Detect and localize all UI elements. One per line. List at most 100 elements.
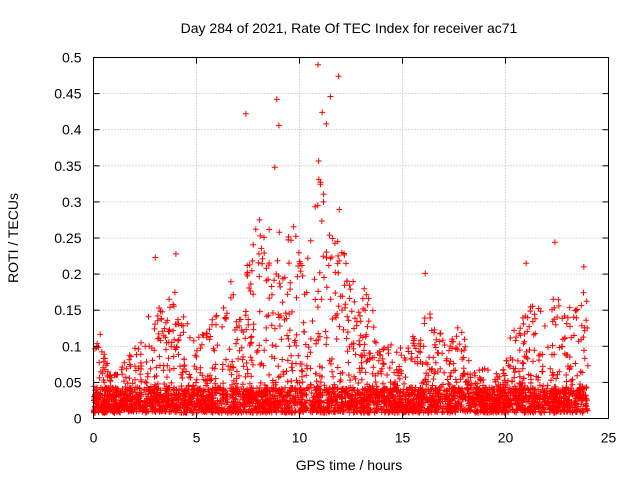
data-point [181,363,188,370]
data-point [252,226,259,233]
data-point [416,391,423,398]
data-point [323,249,330,256]
data-point [341,282,348,289]
data-point [563,320,570,327]
data-point [439,337,446,344]
data-point [211,389,218,396]
data-point [244,262,251,269]
data-point [248,339,255,346]
data-point [548,377,554,384]
data-point [346,295,353,302]
data-point [380,394,387,401]
data-point [258,245,265,252]
data-point [351,298,358,305]
data-point [419,392,426,399]
data-point [234,336,241,343]
data-point [342,394,349,401]
data-point [144,370,151,377]
data-point [581,347,587,354]
data-point [311,276,318,283]
data-point [365,407,372,414]
data-point [357,369,364,376]
data-point [361,285,368,292]
data-point [387,385,394,392]
data-point [553,388,560,394]
data-point [396,375,403,382]
data-point [520,375,527,382]
data-point [363,291,370,298]
data-point [279,275,286,282]
data-point [219,323,226,330]
data-point [240,407,247,413]
data-point [166,326,173,333]
data-point [330,373,337,380]
y-tick-label: 0.15 [54,302,81,318]
data-point [454,324,461,331]
data-point [248,390,255,397]
data-point [353,405,359,412]
data-point [279,299,286,306]
data-point [476,385,483,392]
data-point [135,365,142,372]
data-point [399,399,406,406]
data-point [561,335,568,342]
data-point [241,404,248,411]
data-point [263,409,269,416]
data-point [143,359,150,365]
data-point [233,340,240,347]
data-point [479,366,486,373]
data-point [271,325,278,332]
data-point [511,369,518,376]
data-point [530,358,536,365]
data-point [195,396,202,403]
data-point [580,263,587,270]
data-point [465,400,472,407]
data-point [423,359,430,366]
data-point [248,333,255,340]
data-point [329,368,336,375]
data-point [391,369,398,376]
data-point [265,312,272,319]
data-point [257,379,264,386]
data-point [227,278,234,285]
data-point [228,371,235,378]
data-point [245,321,252,328]
data-point [249,257,256,264]
data-point [214,342,221,349]
data-point [277,283,284,290]
data-point [288,237,294,244]
data-point [350,345,357,352]
data-point [323,341,330,348]
data-point [431,329,438,336]
data-point [347,286,354,293]
data-point [398,352,405,359]
data-point [507,355,514,361]
data-point [500,370,507,377]
data-point [273,96,280,103]
data-point [574,372,581,379]
data-point [187,334,193,341]
data-point [573,407,580,414]
data-point [284,403,291,410]
data-point [475,393,482,399]
data-point [332,290,339,296]
data-point [516,347,523,354]
data-point [139,402,146,409]
data-point [109,384,116,391]
data-point [558,398,565,405]
data-point [210,345,217,352]
data-point [369,354,376,361]
data-point [130,408,137,415]
data-point [275,122,282,129]
data-point [180,322,187,329]
data-point [95,399,102,406]
data-point [284,378,291,385]
data-point [344,329,351,336]
data-point [271,277,278,284]
data-point [295,249,302,256]
data-point [446,402,453,409]
data-point [380,346,387,353]
data-point [367,350,374,357]
data-point [270,379,277,386]
data-point [123,365,130,372]
